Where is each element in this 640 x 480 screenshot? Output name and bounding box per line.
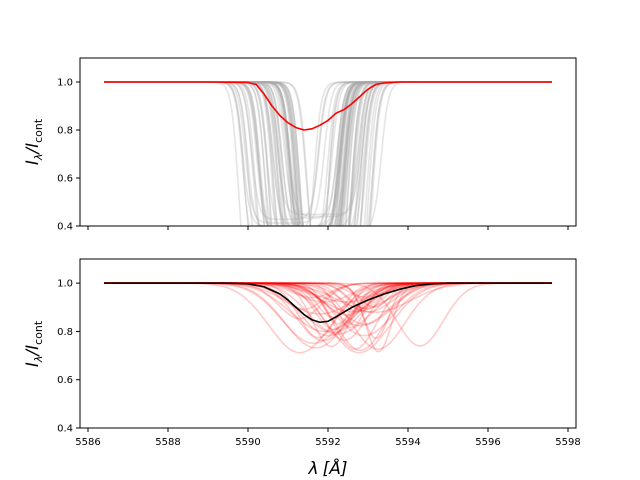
top-y-tick-label: 0.8 bbox=[57, 126, 73, 137]
x-axis-label: λ [Å] bbox=[308, 457, 348, 479]
bottom-x-tick-label: 5598 bbox=[555, 437, 580, 448]
bottom-x-ticks: 5586 5588 5590 5592 5594 5596 5598 bbox=[75, 428, 581, 448]
top-x-ticks bbox=[87, 226, 569, 230]
top-individual-profile-line bbox=[104, 81, 552, 226]
top-individual-profile-line bbox=[104, 81, 552, 226]
bottom-x-tick-label: 5594 bbox=[395, 437, 420, 448]
bottom-individual-profiles bbox=[104, 282, 552, 354]
bottom-y-ticks: 0.4 0.6 0.8 1.0 bbox=[57, 279, 80, 435]
bottom-panel: 0.4 0.6 0.8 1.0 5586 5588 5590 5592 5594 5596 559… bbox=[23, 258, 581, 479]
top-individual-profile-line bbox=[104, 81, 552, 226]
top-y-tick-label: 1.0 bbox=[57, 78, 73, 89]
bottom-y-tick-label: 0.8 bbox=[57, 327, 73, 338]
top-y-tick-label: 0.6 bbox=[57, 174, 73, 185]
bottom-x-tick-label: 5596 bbox=[475, 437, 500, 448]
top-mean-profile bbox=[104, 81, 552, 131]
bottom-y-tick-label: 1.0 bbox=[57, 279, 73, 290]
bottom-y-tick-label: 0.6 bbox=[57, 375, 73, 386]
top-panel: 0.4 0.6 0.8 1.0 Iλ/Icont bbox=[23, 57, 577, 233]
top-individual-profile-line bbox=[104, 81, 552, 226]
top-y-axis-label: Iλ/Icont bbox=[23, 118, 45, 165]
top-mean-profile-line bbox=[104, 81, 552, 131]
top-y-tick-label: 0.4 bbox=[57, 222, 73, 233]
bottom-x-tick-label: 5592 bbox=[315, 437, 340, 448]
top-individual-profile-line bbox=[104, 81, 552, 226]
bottom-y-axis-label: Iλ/Icont bbox=[23, 320, 45, 367]
top-individual-profile-line bbox=[104, 81, 552, 226]
bottom-x-tick-label: 5588 bbox=[155, 437, 180, 448]
top-y-ticks: 0.4 0.6 0.8 1.0 bbox=[57, 78, 80, 233]
bottom-mean-profile bbox=[104, 282, 552, 324]
top-individual-profile-line bbox=[104, 81, 552, 226]
bottom-x-tick-label: 5586 bbox=[75, 437, 100, 448]
top-individual-profile-line bbox=[104, 81, 552, 226]
top-individual-profile-line bbox=[104, 81, 552, 226]
bottom-x-tick-label: 5590 bbox=[235, 437, 260, 448]
bottom-y-tick-label: 0.4 bbox=[57, 424, 73, 435]
top-individual-profile-line bbox=[104, 81, 552, 226]
top-individual-profiles bbox=[104, 81, 552, 226]
bottom-mean-profile-line bbox=[104, 282, 552, 324]
top-individual-profile-line bbox=[104, 81, 552, 226]
